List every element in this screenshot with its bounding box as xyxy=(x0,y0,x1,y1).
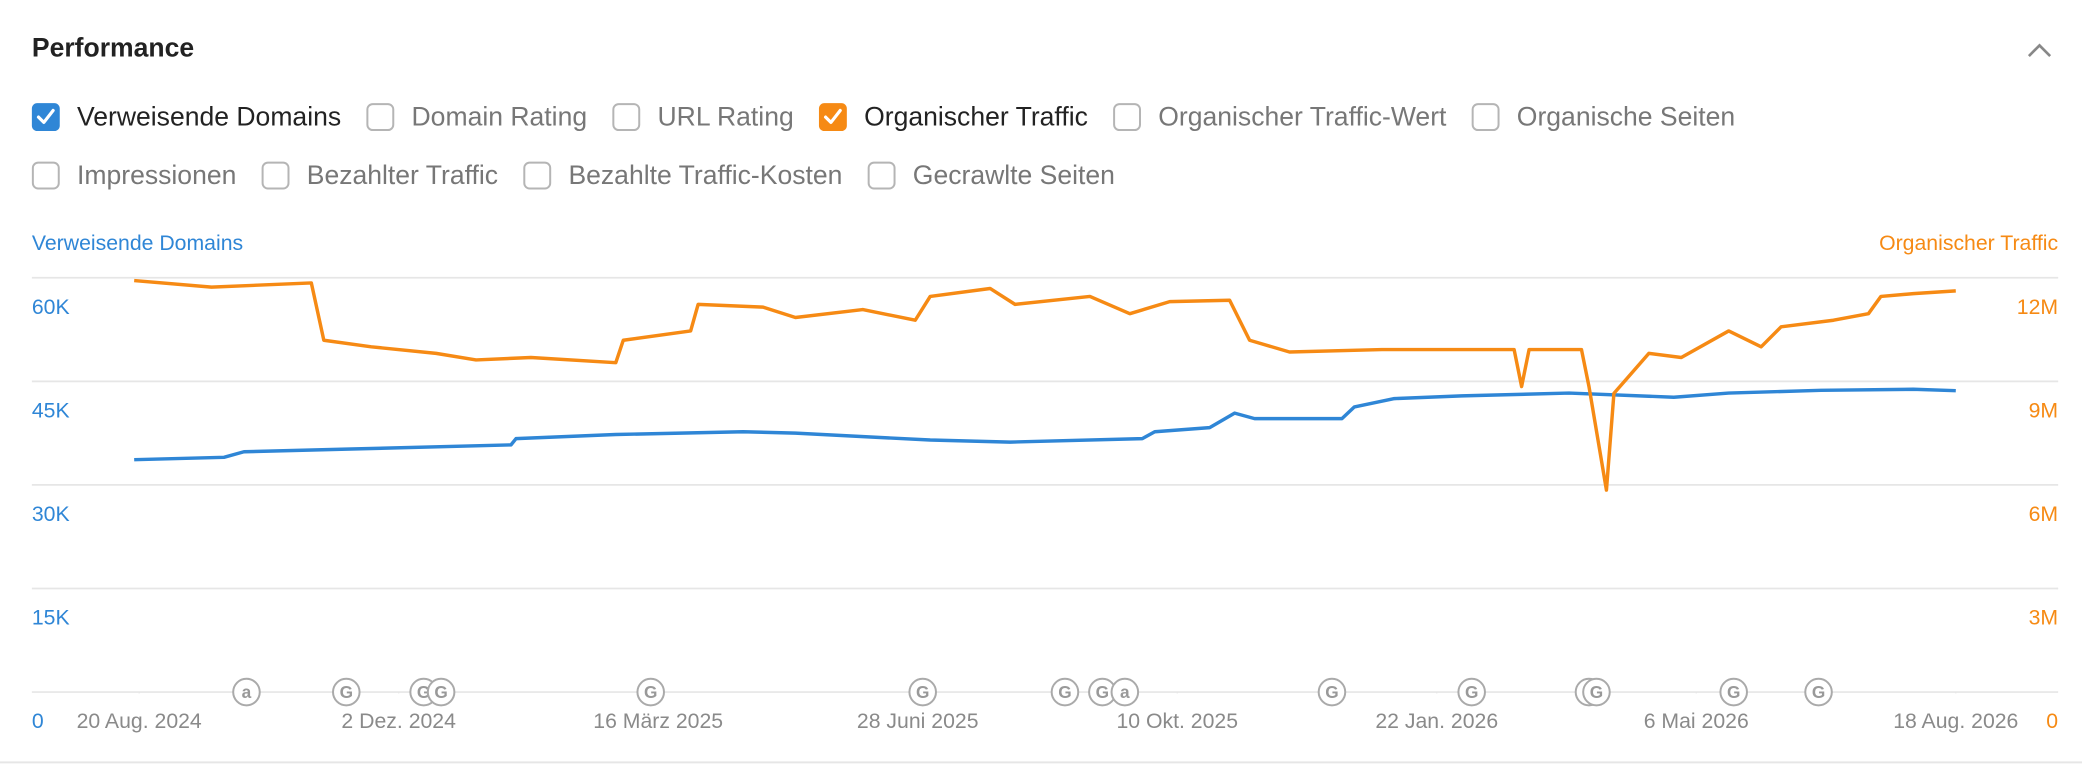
check-icon xyxy=(824,108,842,125)
event-circle xyxy=(426,677,456,707)
event-marker[interactable]: G xyxy=(908,677,937,707)
filter-option[interactable]: Gecrawlte Seiten xyxy=(867,160,1115,190)
event-label: G xyxy=(1727,682,1740,702)
event-label: G xyxy=(1096,682,1109,702)
event-marker[interactable]: a xyxy=(1110,677,1140,707)
check-icon xyxy=(36,108,55,125)
event-circle xyxy=(636,677,665,707)
filter-option[interactable]: Bezahlte Traffic-Kosten xyxy=(523,160,842,190)
x-tick-label: 10 Okt. 2025 xyxy=(1116,709,1238,733)
event-label: G xyxy=(1812,682,1825,702)
event-circle xyxy=(1050,677,1080,707)
filter-option[interactable]: URL Rating xyxy=(612,101,794,132)
event-circle xyxy=(1804,677,1833,707)
checkbox xyxy=(1113,103,1141,132)
event-marker[interactable]: G xyxy=(1719,677,1748,707)
event-label: a xyxy=(1120,682,1130,702)
series-line xyxy=(134,387,1956,462)
checkbox xyxy=(261,161,290,190)
y2-axis-title: Organischer Traffic xyxy=(1879,231,2058,255)
checkbox xyxy=(1471,103,1500,132)
y-tick-label: 60K xyxy=(32,295,70,319)
filter-label: Organische Seiten xyxy=(1517,101,1735,131)
filter-label: Impressionen xyxy=(77,160,236,190)
y-tick-label: 0 xyxy=(32,709,44,733)
event-circle xyxy=(1457,677,1486,707)
collapse-icon[interactable] xyxy=(2027,43,2052,57)
filter-option[interactable]: Impressionen xyxy=(31,160,237,190)
event-label: G xyxy=(1465,682,1478,702)
checkbox xyxy=(612,103,641,132)
event-marker[interactable]: G xyxy=(426,677,456,707)
filter-label: Bezahlter Traffic xyxy=(307,160,498,190)
plot: Verweisende Domains Organischer Traffic 0 1… xyxy=(31,231,2059,733)
filter-label: Organischer Traffic xyxy=(864,101,1088,131)
x-tick-label: 28 Juni 2025 xyxy=(857,709,979,733)
event-label: a xyxy=(242,682,252,702)
event-marker[interactable]: G xyxy=(636,677,665,707)
x-tick-label: 20 Aug. 2024 xyxy=(77,709,202,733)
y2-tick-label: 3M xyxy=(2029,606,2059,630)
event-circle xyxy=(1719,677,1748,707)
x-tick-label: 22 Jan. 2026 xyxy=(1375,709,1498,733)
event-circle xyxy=(1582,677,1611,707)
event-marker[interactable]: G xyxy=(1457,677,1486,707)
y-tick-label: 15K xyxy=(32,606,70,630)
filter-option[interactable]: Organischer Traffic-Wert xyxy=(1113,101,1447,132)
event-label: G xyxy=(340,682,353,702)
checkbox xyxy=(366,103,395,132)
event-label: G xyxy=(916,682,929,702)
event-label: G xyxy=(644,682,657,702)
series-line xyxy=(134,278,1956,492)
event-marker[interactable]: G xyxy=(332,677,361,707)
event-marker[interactable]: a xyxy=(232,677,261,707)
filter-label: URL Rating xyxy=(657,101,793,131)
x-tick-label: 6 Mai 2026 xyxy=(1644,709,1749,733)
checkbox xyxy=(31,103,60,132)
event-label: G xyxy=(1325,682,1338,702)
filter-option[interactable]: Organische Seiten xyxy=(1471,101,1736,132)
filter-option[interactable]: Verweisende Domains xyxy=(31,101,341,132)
event-circle xyxy=(332,677,361,707)
filter-label: Domain Rating xyxy=(412,101,588,131)
y2-tick-label: 6M xyxy=(2029,502,2059,526)
event-circle xyxy=(908,677,937,707)
event-label: G xyxy=(1058,682,1071,702)
event-label: G xyxy=(434,682,447,702)
filter-option[interactable]: Organischer Traffic xyxy=(818,101,1088,132)
event-circle xyxy=(232,677,261,707)
event-marker[interactable]: G xyxy=(1317,677,1347,707)
checkbox xyxy=(818,103,847,132)
y2-tick-label: 0 xyxy=(2046,709,2058,733)
event-marker[interactable]: G xyxy=(1582,677,1611,707)
y2-tick-label: 12M xyxy=(2017,295,2058,319)
checkbox xyxy=(523,161,552,190)
filter-option[interactable]: Domain Rating xyxy=(366,101,588,132)
filter-label: Gecrawlte Seiten xyxy=(913,160,1115,190)
panel-title: Performance xyxy=(32,32,194,62)
filter-label: Verweisende Domains xyxy=(77,101,341,131)
filter-label: Organischer Traffic-Wert xyxy=(1158,101,1447,131)
event-circle xyxy=(1110,677,1140,707)
checkbox xyxy=(31,161,60,190)
event-label: G xyxy=(417,682,430,702)
y2-tick-label: 9M xyxy=(2029,398,2059,422)
event-marker[interactable]: G xyxy=(1050,677,1080,707)
filter-option[interactable]: Bezahlter Traffic xyxy=(261,160,498,190)
event-marker[interactable]: G xyxy=(1804,677,1833,707)
filter-list: Verweisende Domains Domain Rating URL Rati… xyxy=(31,101,1736,190)
x-tick-label: 18 Aug. 2026 xyxy=(1893,709,2018,733)
x-tick-label: 16 März 2025 xyxy=(593,709,723,733)
y-axis-title: Verweisende Domains xyxy=(32,231,243,255)
y-tick-label: 30K xyxy=(32,502,70,526)
checkbox xyxy=(867,161,896,190)
x-tick-label: 2 Dez. 2024 xyxy=(341,709,456,733)
event-label: G xyxy=(1590,682,1603,702)
filter-label: Bezahlte Traffic-Kosten xyxy=(568,160,842,190)
y-tick-label: 45K xyxy=(32,398,70,422)
event-circle xyxy=(1317,677,1347,707)
